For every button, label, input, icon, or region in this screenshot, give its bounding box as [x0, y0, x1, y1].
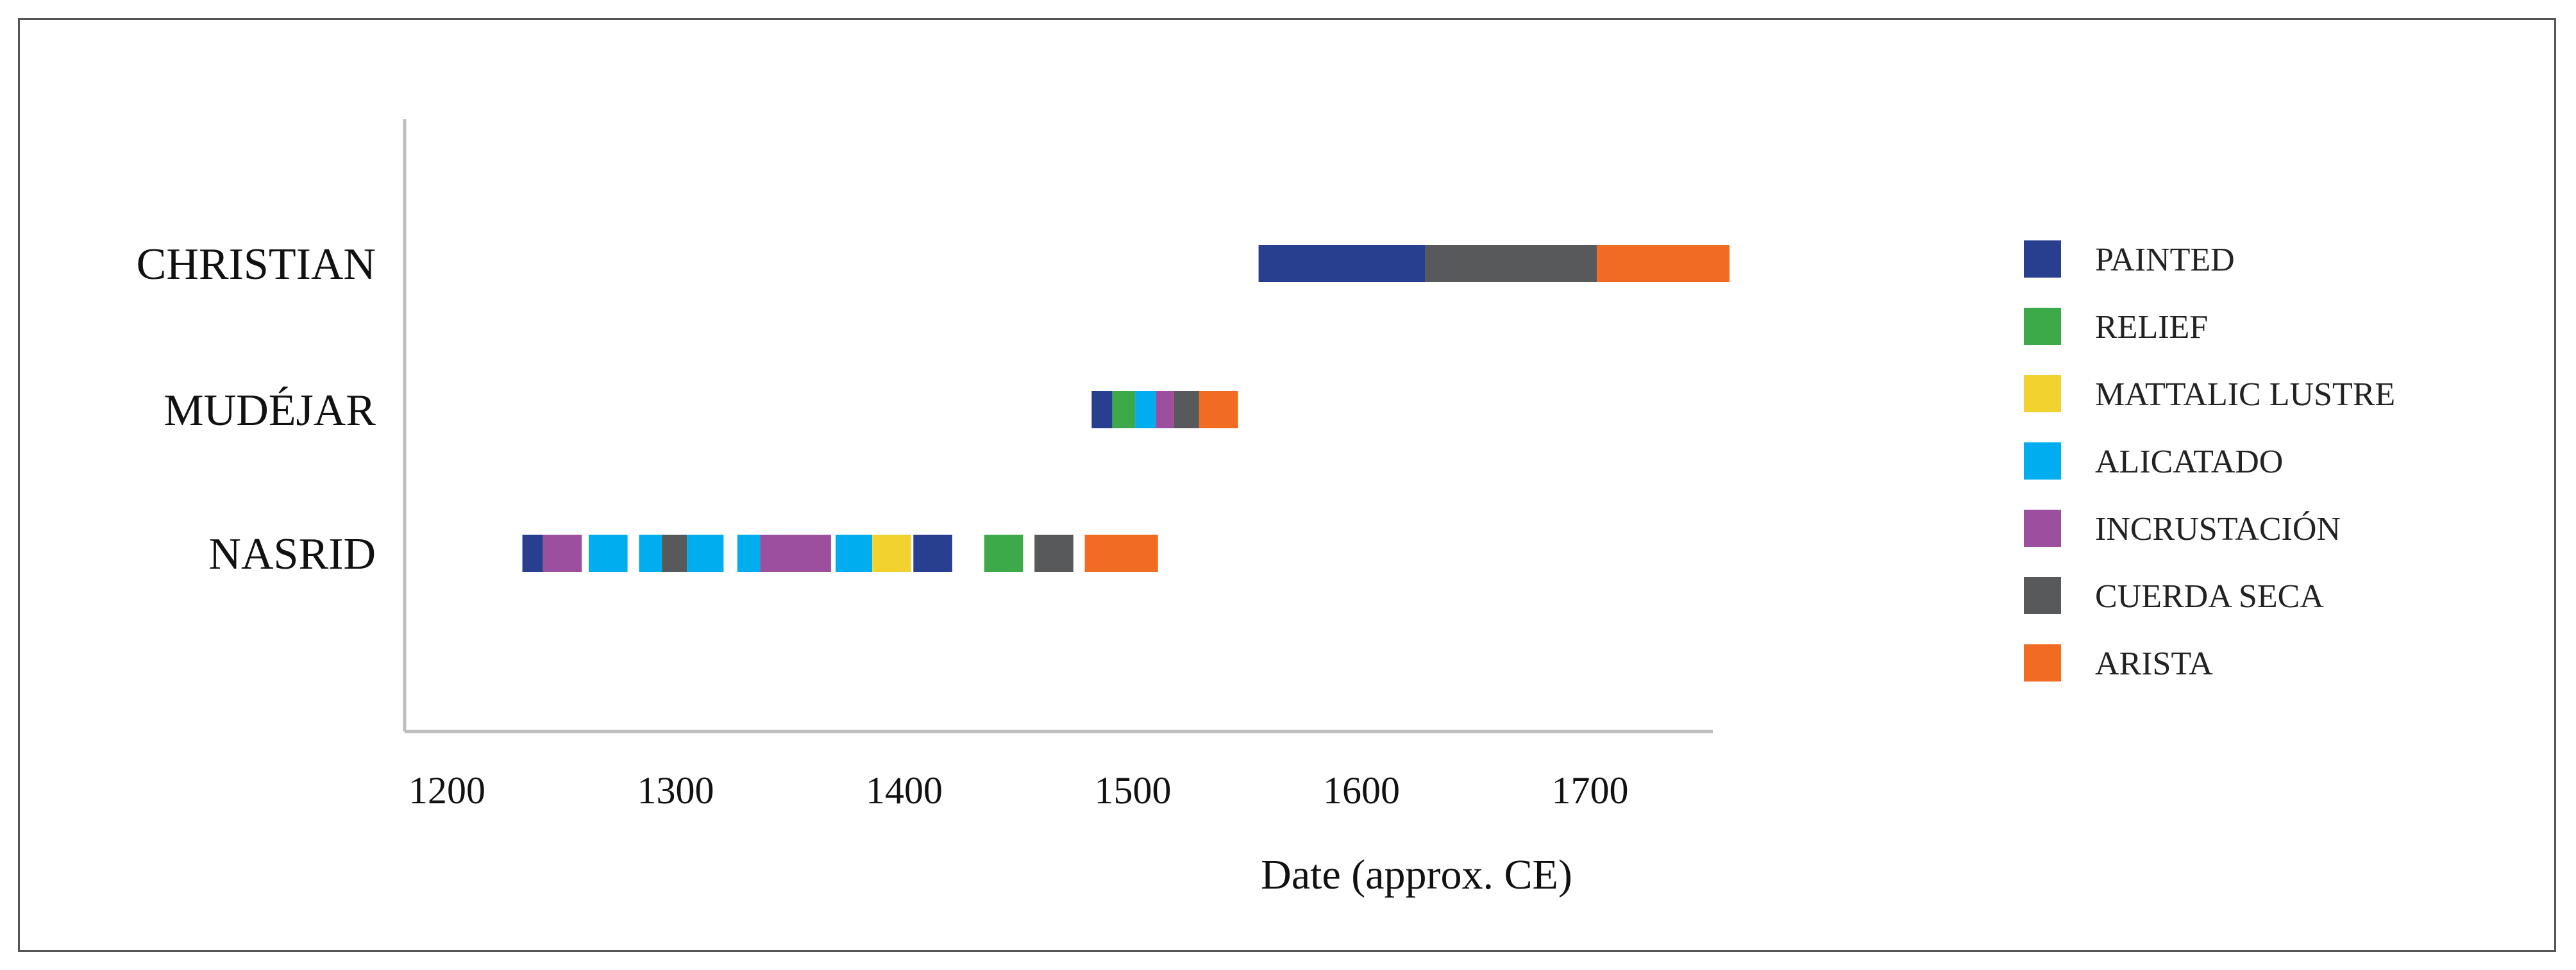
bar-segment — [1174, 391, 1199, 428]
bar-segment — [1112, 391, 1136, 428]
bar-segment — [522, 535, 543, 572]
x-tick-labels: 1200 1300 1400 1500 1600 1700 — [408, 769, 1629, 812]
bar-segment — [1597, 245, 1730, 282]
bar-segment — [1258, 245, 1426, 282]
category-label: CHRISTIAN — [137, 240, 376, 289]
bar-segment — [1084, 535, 1158, 572]
bars — [522, 245, 1730, 572]
legend: PAINTED RELIEF MATTALIC LUSTRE ALICATADO INC… — [2024, 240, 2395, 682]
bar-segment — [913, 535, 952, 572]
x-tick-label: 1500 — [1095, 769, 1172, 812]
legend-label: MATTALIC LUSTRE — [2095, 376, 2395, 413]
legend-label: ALICATADO — [2095, 444, 2283, 480]
category-label: MUDÉJAR — [164, 386, 376, 435]
x-tick-label: 1600 — [1323, 769, 1400, 812]
bar-segment — [1091, 391, 1113, 428]
legend-swatch — [2024, 375, 2061, 412]
bar-segment — [760, 535, 831, 572]
legend-swatch — [2024, 442, 2061, 480]
legend-label: PAINTED — [2095, 242, 2235, 278]
bar-segment — [1425, 245, 1597, 282]
legend-label: INCRUSTACIÓN — [2095, 510, 2341, 548]
bar-segment — [589, 535, 628, 572]
bar-segment — [872, 535, 911, 572]
legend-swatch — [2024, 644, 2061, 682]
x-tick-label: 1700 — [1552, 769, 1629, 812]
bar-segment — [1034, 535, 1073, 572]
bar-segment — [984, 535, 1023, 572]
x-tick-label: 1200 — [408, 769, 485, 812]
category-labels: CHRISTIAN MUDÉJAR NASRID — [137, 240, 376, 579]
axes — [403, 119, 1713, 733]
legend-label: CUERDA SECA — [2095, 578, 2324, 615]
legend-swatch — [2024, 308, 2061, 345]
bar-segment — [662, 535, 687, 572]
legend-swatch — [2024, 240, 2061, 278]
x-tick-label: 1400 — [866, 769, 943, 812]
legend-label: RELIEF — [2095, 309, 2208, 346]
bar-segment — [1199, 391, 1238, 428]
bar-segment — [1156, 391, 1174, 428]
bar-segment — [1135, 391, 1156, 428]
bar-segment — [737, 535, 761, 572]
bar-segment — [639, 535, 662, 572]
legend-swatch — [2024, 577, 2061, 614]
legend-swatch — [2024, 510, 2061, 547]
bar-segment — [543, 535, 582, 572]
legend-label: ARISTA — [2095, 646, 2213, 682]
x-axis-title: Date (approx. CE) — [1261, 851, 1572, 898]
bar-segment — [836, 535, 872, 572]
category-label: NASRID — [208, 530, 376, 579]
bar-segment — [687, 535, 724, 572]
x-tick-label: 1300 — [637, 769, 714, 812]
chart-frame: CHRISTIAN MUDÉJAR NASRID 1200 1300 1400 1500 1… — [18, 18, 2556, 952]
